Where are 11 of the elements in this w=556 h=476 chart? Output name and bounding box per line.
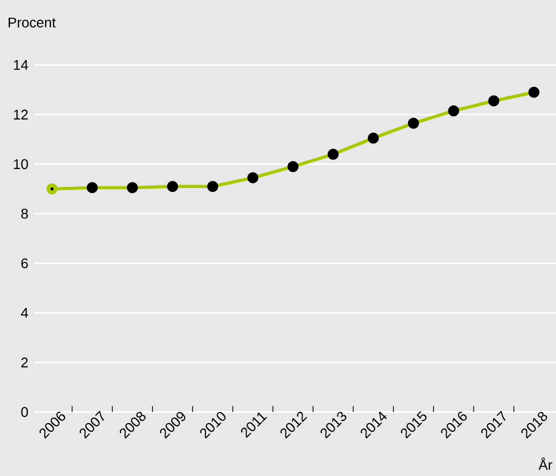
y-tick-label: 8 [21,208,28,219]
y-tick-label: 10 [14,159,28,170]
y-tick-label: 4 [20,308,28,318]
x-axis-title: År [538,458,552,470]
y-tick-label: 12 [14,110,28,120]
y-tick-label: 2 [21,358,28,368]
y-axis-title: Procent [8,18,56,28]
y-tick-label: 14 [14,60,28,70]
point [46,183,58,194]
y-tick-label: 6 [21,258,28,268]
y-tick-label: 0 [21,407,28,417]
